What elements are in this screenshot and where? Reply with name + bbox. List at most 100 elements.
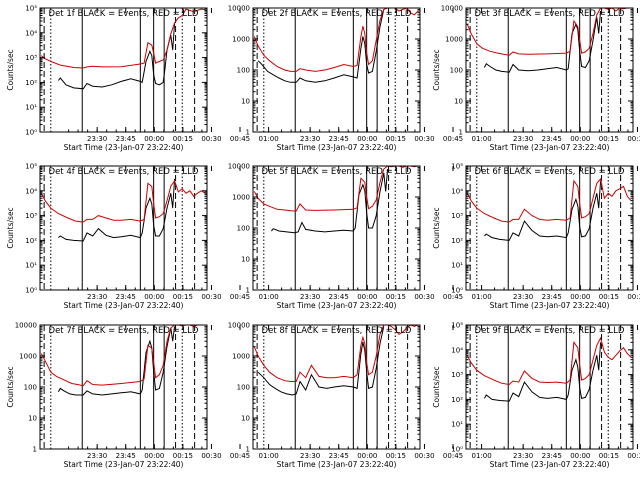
y-tick-label: 100: [237, 225, 250, 233]
panel-title: Det 1f BLACK = Events, RED = LLD: [49, 9, 199, 19]
x-tick-label: 00:45: [230, 452, 250, 460]
x-tick-label: 23:45: [542, 135, 562, 143]
y-tick-label: 10000: [228, 322, 250, 330]
x-tick-label: 00:30: [627, 135, 640, 143]
series-lld-line: [40, 325, 206, 387]
x-tick-label: 00:00: [144, 452, 164, 460]
series-events-line: [271, 168, 389, 234]
plot-frame: [39, 7, 208, 133]
y-tick-label: 10⁴: [25, 29, 37, 37]
panel-4: 10⁰ 10¹ 10² 10³ 10⁴ 10⁵ 23:30 23:45 00:00 00:15 00…: [6, 163, 279, 311]
y-tick-label: 10²: [25, 237, 37, 245]
panel-8: 1 10 100 1000 10000 23:30 23:45 00:00 00:15 00:30…: [228, 322, 492, 470]
x-tick-label: 23:45: [542, 452, 562, 460]
x-tick-label: 00:15: [599, 293, 619, 301]
series-events-line: [257, 9, 385, 83]
x-tick-label: 23:30: [87, 293, 107, 301]
x-tick-label: 23:30: [87, 452, 107, 460]
x-tick-label: 23:45: [116, 452, 136, 460]
y-tick-label: 1: [33, 446, 37, 454]
x-tick-label: 00:00: [357, 452, 377, 460]
panel-5: 1 10 100 1000 10000 23:30 23:45 00:00 00:15 00:30…: [228, 163, 492, 311]
x-tick-label: 00:15: [386, 293, 406, 301]
panel-title: Det 3f BLACK = Events, RED = LLD: [475, 9, 625, 19]
series-lld-line: [466, 8, 632, 56]
panel-7: 1 10 100 1000 10000 23:30 23:45 00:00 00:15 00:30…: [6, 322, 279, 470]
y-tick-label: 10: [241, 415, 250, 423]
y-axis-label: Counts/sec: [6, 366, 15, 407]
series-lld-line: [40, 179, 206, 223]
x-tick-label: 00:30: [414, 452, 434, 460]
x-tick-label: 00:30: [627, 293, 640, 301]
x-tick-label: 00:00: [144, 293, 164, 301]
x-tick-label: 23:30: [513, 293, 533, 301]
y-tick-label: 10³: [451, 212, 463, 220]
y-tick-label: 10⁴: [451, 346, 463, 354]
y-tick-label: 10⁴: [25, 187, 37, 195]
y-tick-label: 10³: [451, 371, 463, 379]
x-tick-label: 00:15: [599, 452, 619, 460]
y-tick-label: 10⁵: [451, 163, 463, 171]
series-events-line: [484, 180, 602, 241]
y-tick-label: 100: [24, 384, 37, 392]
panel-9: 10⁰ 10¹ 10² 10³ 10⁴ 10⁵ 23:30 23:45 00:00 00:15 00…: [432, 322, 640, 470]
y-tick-label: 1000: [445, 36, 463, 44]
x-tick-label: 00:00: [144, 135, 164, 143]
x-tick-label: 23:45: [329, 452, 349, 460]
panel-6: 10⁰ 10¹ 10² 10³ 10⁴ 10⁵ 23:30 23:45 00:00 00:15 00…: [432, 163, 640, 311]
x-tick-label: 00:45: [443, 293, 463, 301]
x-tick-label: 00:15: [173, 135, 193, 143]
plot-frame: [39, 165, 208, 291]
x-tick-label: 00:45: [443, 135, 463, 143]
x-tick-label: 00:45: [230, 293, 250, 301]
x-tick-label: 00:00: [570, 135, 590, 143]
series-lld-line: [40, 8, 206, 69]
x-tick-label: 23:45: [542, 293, 562, 301]
x-tick-label: 00:30: [414, 135, 434, 143]
y-tick-label: 10: [241, 98, 250, 106]
plot-frame: [465, 324, 634, 450]
x-tick-label: 23:30: [300, 135, 320, 143]
series-events-line: [57, 326, 176, 396]
panel-title: Det 7f BLACK = Events, RED = LLD: [49, 326, 199, 336]
series-lld-line: [253, 8, 419, 72]
x-tick-label: 01:00: [471, 452, 491, 460]
y-tick-label: 10⁰: [451, 287, 463, 295]
series-events-line: [483, 10, 602, 73]
series-events-line: [58, 178, 176, 242]
panel-2: 1 10 100 1000 10000 23:30 23:45 00:00 00:15 00:30…: [228, 5, 492, 153]
x-tick-label: 00:15: [386, 452, 406, 460]
x-axis-label: Start Time (23-Jan-07 23:22:40): [64, 143, 184, 152]
y-tick-label: 10²: [25, 79, 37, 87]
x-axis-label: Start Time (23-Jan-07 23:22:40): [490, 143, 610, 152]
x-tick-label: 01:00: [258, 293, 278, 301]
y-tick-label: 1: [246, 287, 250, 295]
y-tick-label: 10000: [228, 163, 250, 171]
y-tick-label: 100: [237, 67, 250, 75]
x-tick-label: 00:00: [357, 135, 377, 143]
x-tick-label: 00:00: [570, 452, 590, 460]
y-tick-label: 1: [459, 129, 463, 137]
x-tick-label: 01:00: [258, 452, 278, 460]
y-tick-label: 10⁵: [25, 5, 37, 13]
x-axis-label: Start Time (23-Jan-07 23:22:40): [64, 460, 184, 469]
x-tick-label: 23:45: [116, 293, 136, 301]
x-tick-label: 23:30: [300, 293, 320, 301]
y-tick-label: 10¹: [25, 104, 37, 112]
y-tick-label: 10: [241, 256, 250, 264]
x-tick-label: 00:45: [230, 135, 250, 143]
panel-title: Det 5f BLACK = Events, RED = LLD: [262, 167, 412, 177]
y-tick-label: 10¹: [25, 262, 37, 270]
x-tick-label: 00:30: [627, 452, 640, 460]
x-tick-label: 23:45: [329, 135, 349, 143]
y-tick-label: 1000: [19, 353, 37, 361]
series-lld-line: [253, 325, 419, 382]
y-tick-label: 1000: [232, 353, 250, 361]
y-tick-label: 10⁰: [25, 129, 37, 137]
y-tick-label: 10¹: [451, 421, 463, 429]
y-axis-label: Counts/sec: [432, 49, 441, 90]
series-lld-line: [466, 336, 632, 386]
y-axis-label: Counts/sec: [432, 207, 441, 248]
series-lld-line: [253, 166, 419, 212]
x-tick-label: 00:00: [570, 293, 590, 301]
